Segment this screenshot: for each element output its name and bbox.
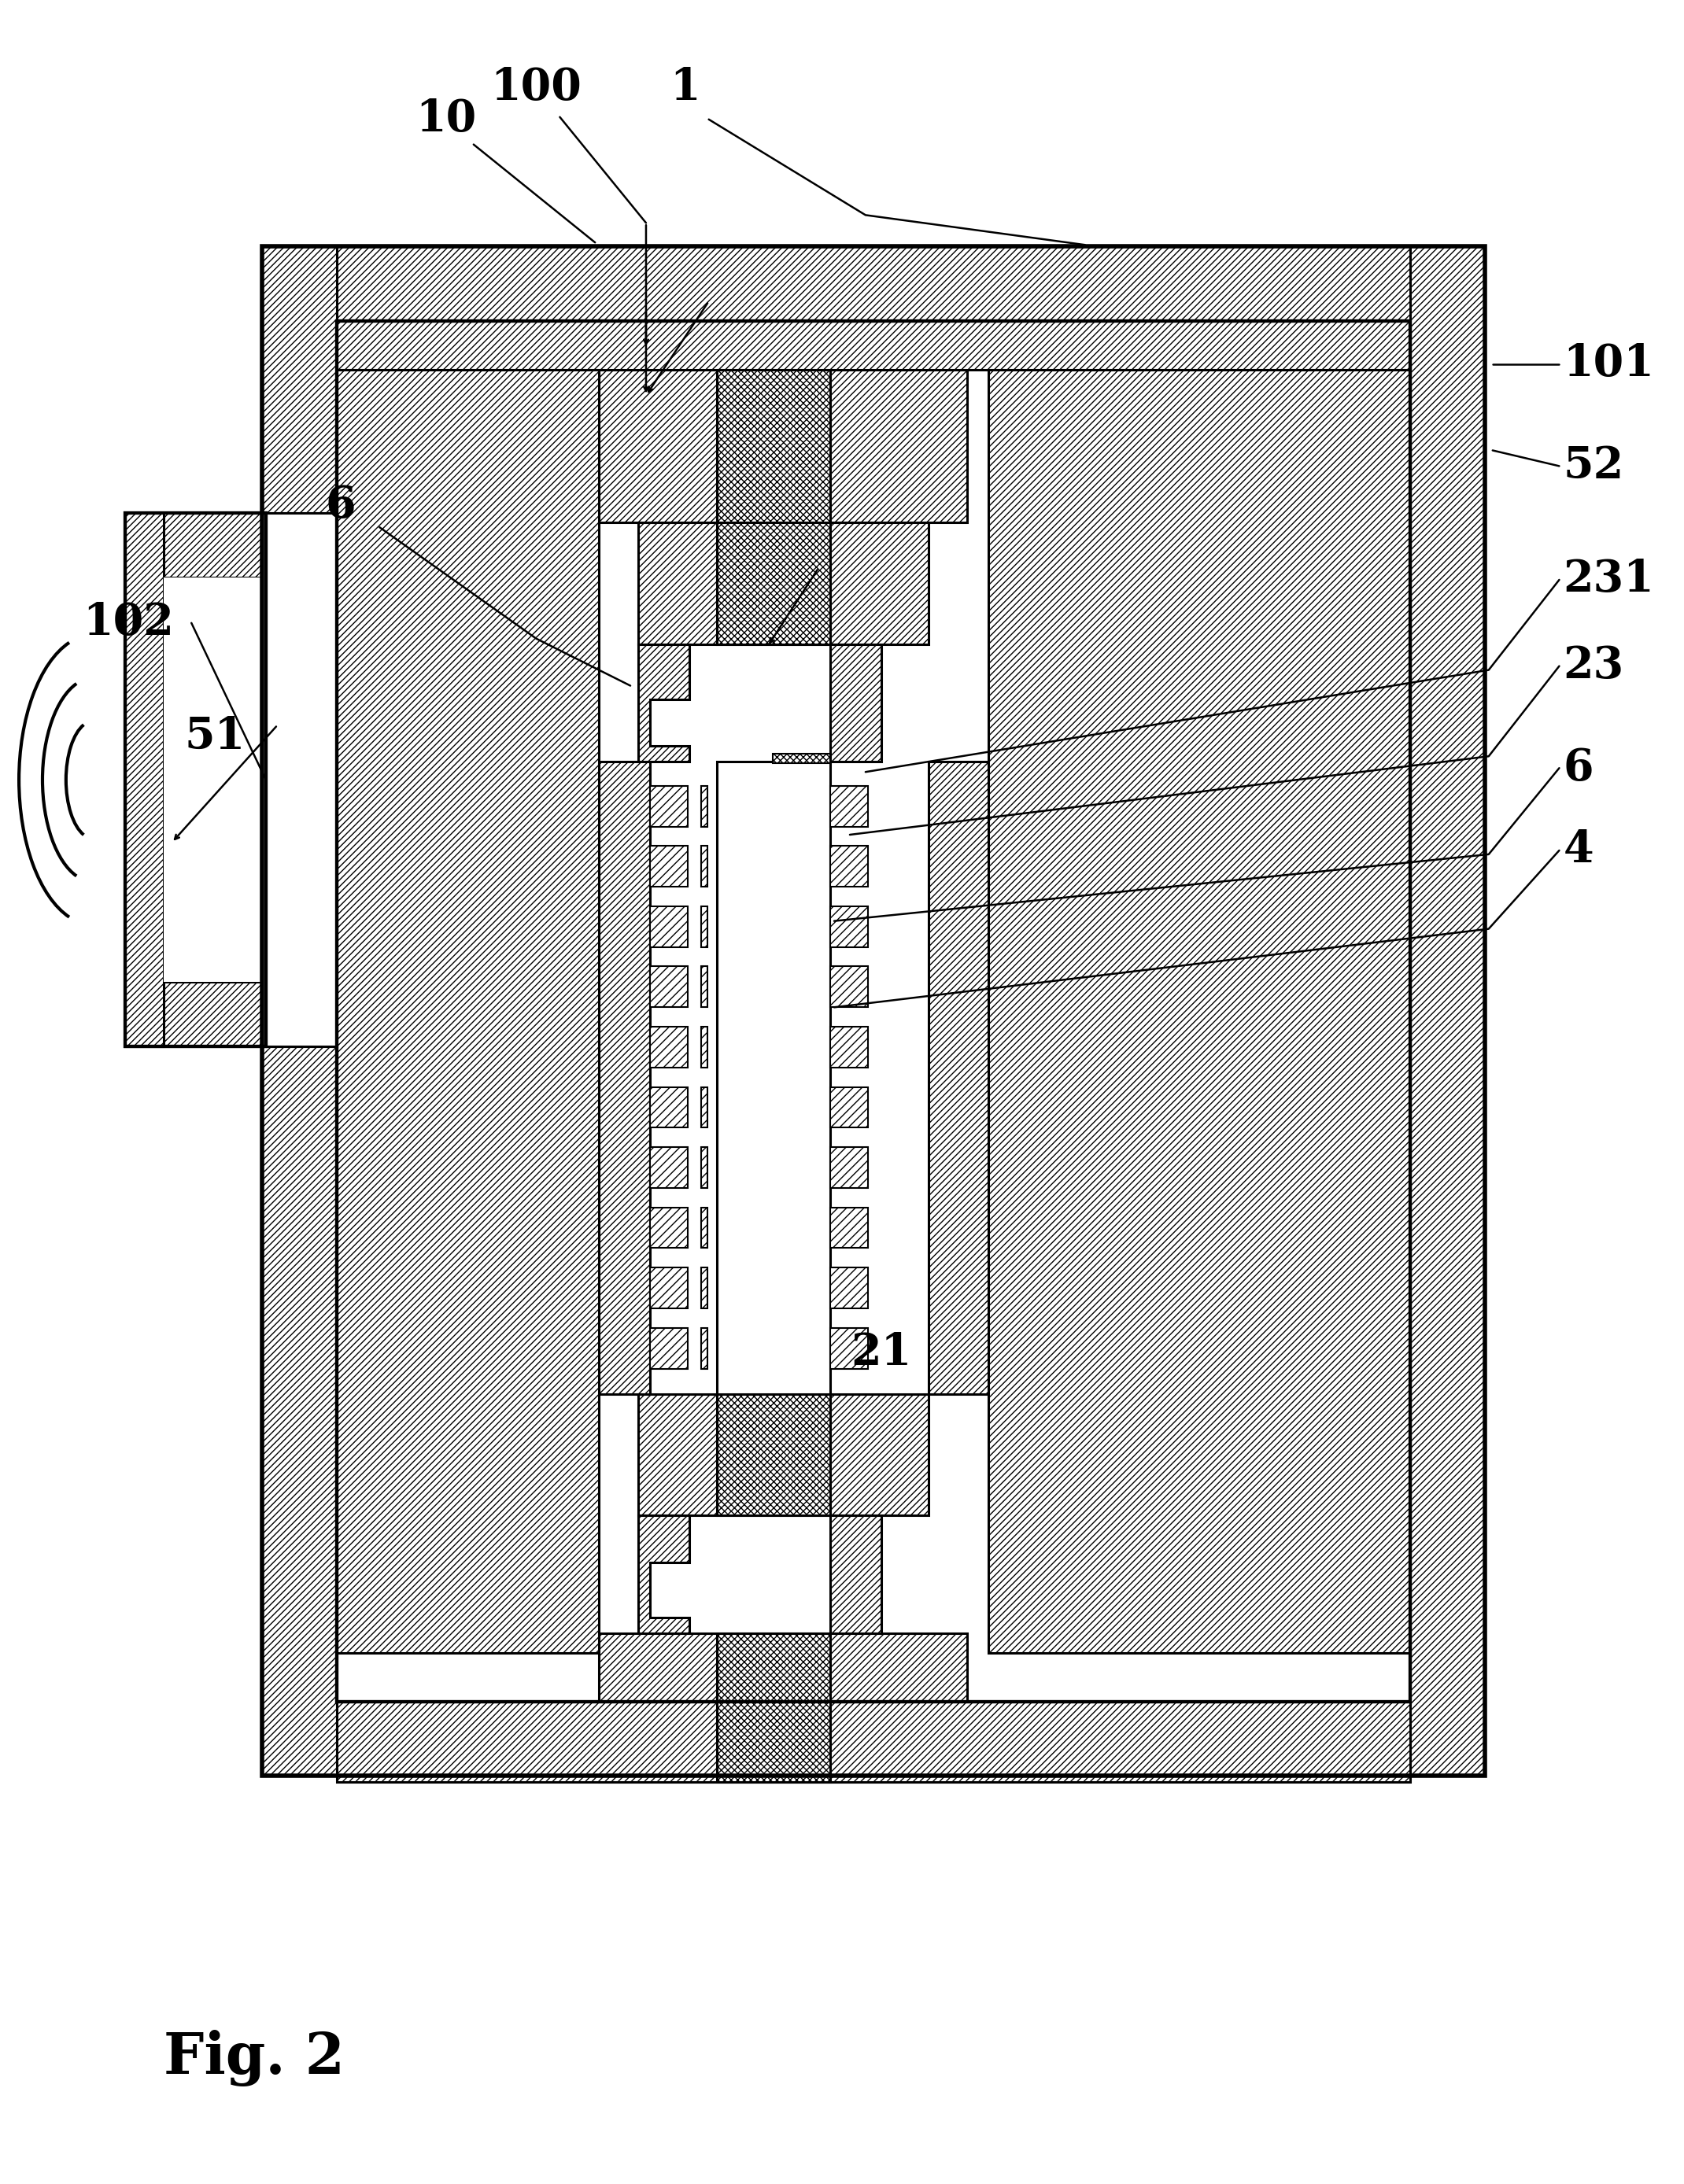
Bar xyxy=(830,1026,867,1068)
Bar xyxy=(650,1147,687,1188)
Bar xyxy=(650,1088,687,1127)
Bar xyxy=(701,1147,707,1188)
Text: 52: 52 xyxy=(1563,443,1623,487)
Bar xyxy=(650,968,687,1007)
Text: 100: 100 xyxy=(490,66,583,109)
Bar xyxy=(125,513,266,577)
Bar xyxy=(830,1328,867,1369)
Bar xyxy=(263,1701,1485,1776)
Text: 101: 101 xyxy=(1563,343,1654,387)
Bar xyxy=(830,906,867,948)
Bar xyxy=(263,247,1485,321)
Text: 21: 21 xyxy=(850,1330,911,1374)
Bar xyxy=(701,1267,707,1308)
Bar xyxy=(337,1701,1410,1782)
Bar xyxy=(125,513,266,1046)
Text: 231: 231 xyxy=(1563,559,1654,601)
Bar xyxy=(337,369,600,1653)
Bar xyxy=(263,247,1485,1776)
Bar xyxy=(263,1046,337,1776)
Text: 102: 102 xyxy=(83,601,173,644)
Text: 4: 4 xyxy=(1563,828,1593,871)
Bar xyxy=(701,1328,707,1369)
Polygon shape xyxy=(638,1516,689,1634)
Bar xyxy=(125,513,163,1046)
Bar xyxy=(263,247,337,513)
Text: 23: 23 xyxy=(1563,644,1623,688)
Bar xyxy=(337,321,1410,1701)
Bar xyxy=(701,1088,707,1127)
Bar xyxy=(650,1267,687,1308)
Bar xyxy=(773,753,830,764)
Bar xyxy=(263,513,337,1046)
Bar xyxy=(650,845,687,887)
Text: 1: 1 xyxy=(670,66,701,109)
Text: Fig. 2: Fig. 2 xyxy=(163,2031,345,2086)
Bar xyxy=(701,786,707,828)
Bar xyxy=(717,1393,830,1516)
Bar xyxy=(650,786,687,828)
Bar xyxy=(701,845,707,887)
Bar xyxy=(830,1267,867,1308)
Bar xyxy=(163,577,266,983)
Bar xyxy=(337,321,1410,369)
Bar xyxy=(830,845,867,887)
Bar xyxy=(600,762,650,1393)
Bar xyxy=(830,1516,881,1634)
Bar xyxy=(830,968,867,1007)
Text: 10: 10 xyxy=(416,98,477,142)
Text: 6: 6 xyxy=(1563,747,1593,791)
Polygon shape xyxy=(830,644,881,762)
Polygon shape xyxy=(638,644,689,762)
Bar xyxy=(701,968,707,1007)
Bar xyxy=(650,1208,687,1247)
Bar xyxy=(989,369,1410,1653)
Bar xyxy=(830,786,867,828)
Bar xyxy=(650,1026,687,1068)
Bar xyxy=(263,513,337,1046)
Bar xyxy=(701,1026,707,1068)
Bar xyxy=(717,762,830,1393)
Bar xyxy=(125,513,266,1046)
Bar xyxy=(717,522,830,644)
Text: 6: 6 xyxy=(325,483,355,526)
Bar xyxy=(650,1328,687,1369)
Bar xyxy=(701,1208,707,1247)
Bar xyxy=(717,369,830,522)
Bar xyxy=(830,1088,867,1127)
Bar xyxy=(600,369,967,522)
Bar xyxy=(638,522,928,644)
Bar xyxy=(928,762,989,1393)
Bar xyxy=(830,1147,867,1188)
Bar xyxy=(600,1634,967,1782)
Bar xyxy=(717,1634,830,1782)
Bar xyxy=(1410,247,1485,1776)
Bar xyxy=(125,983,266,1046)
Bar xyxy=(701,906,707,948)
Bar xyxy=(830,1208,867,1247)
Bar xyxy=(337,321,1410,1701)
Bar xyxy=(650,906,687,948)
Bar xyxy=(638,1393,928,1516)
Text: 51: 51 xyxy=(185,714,246,758)
